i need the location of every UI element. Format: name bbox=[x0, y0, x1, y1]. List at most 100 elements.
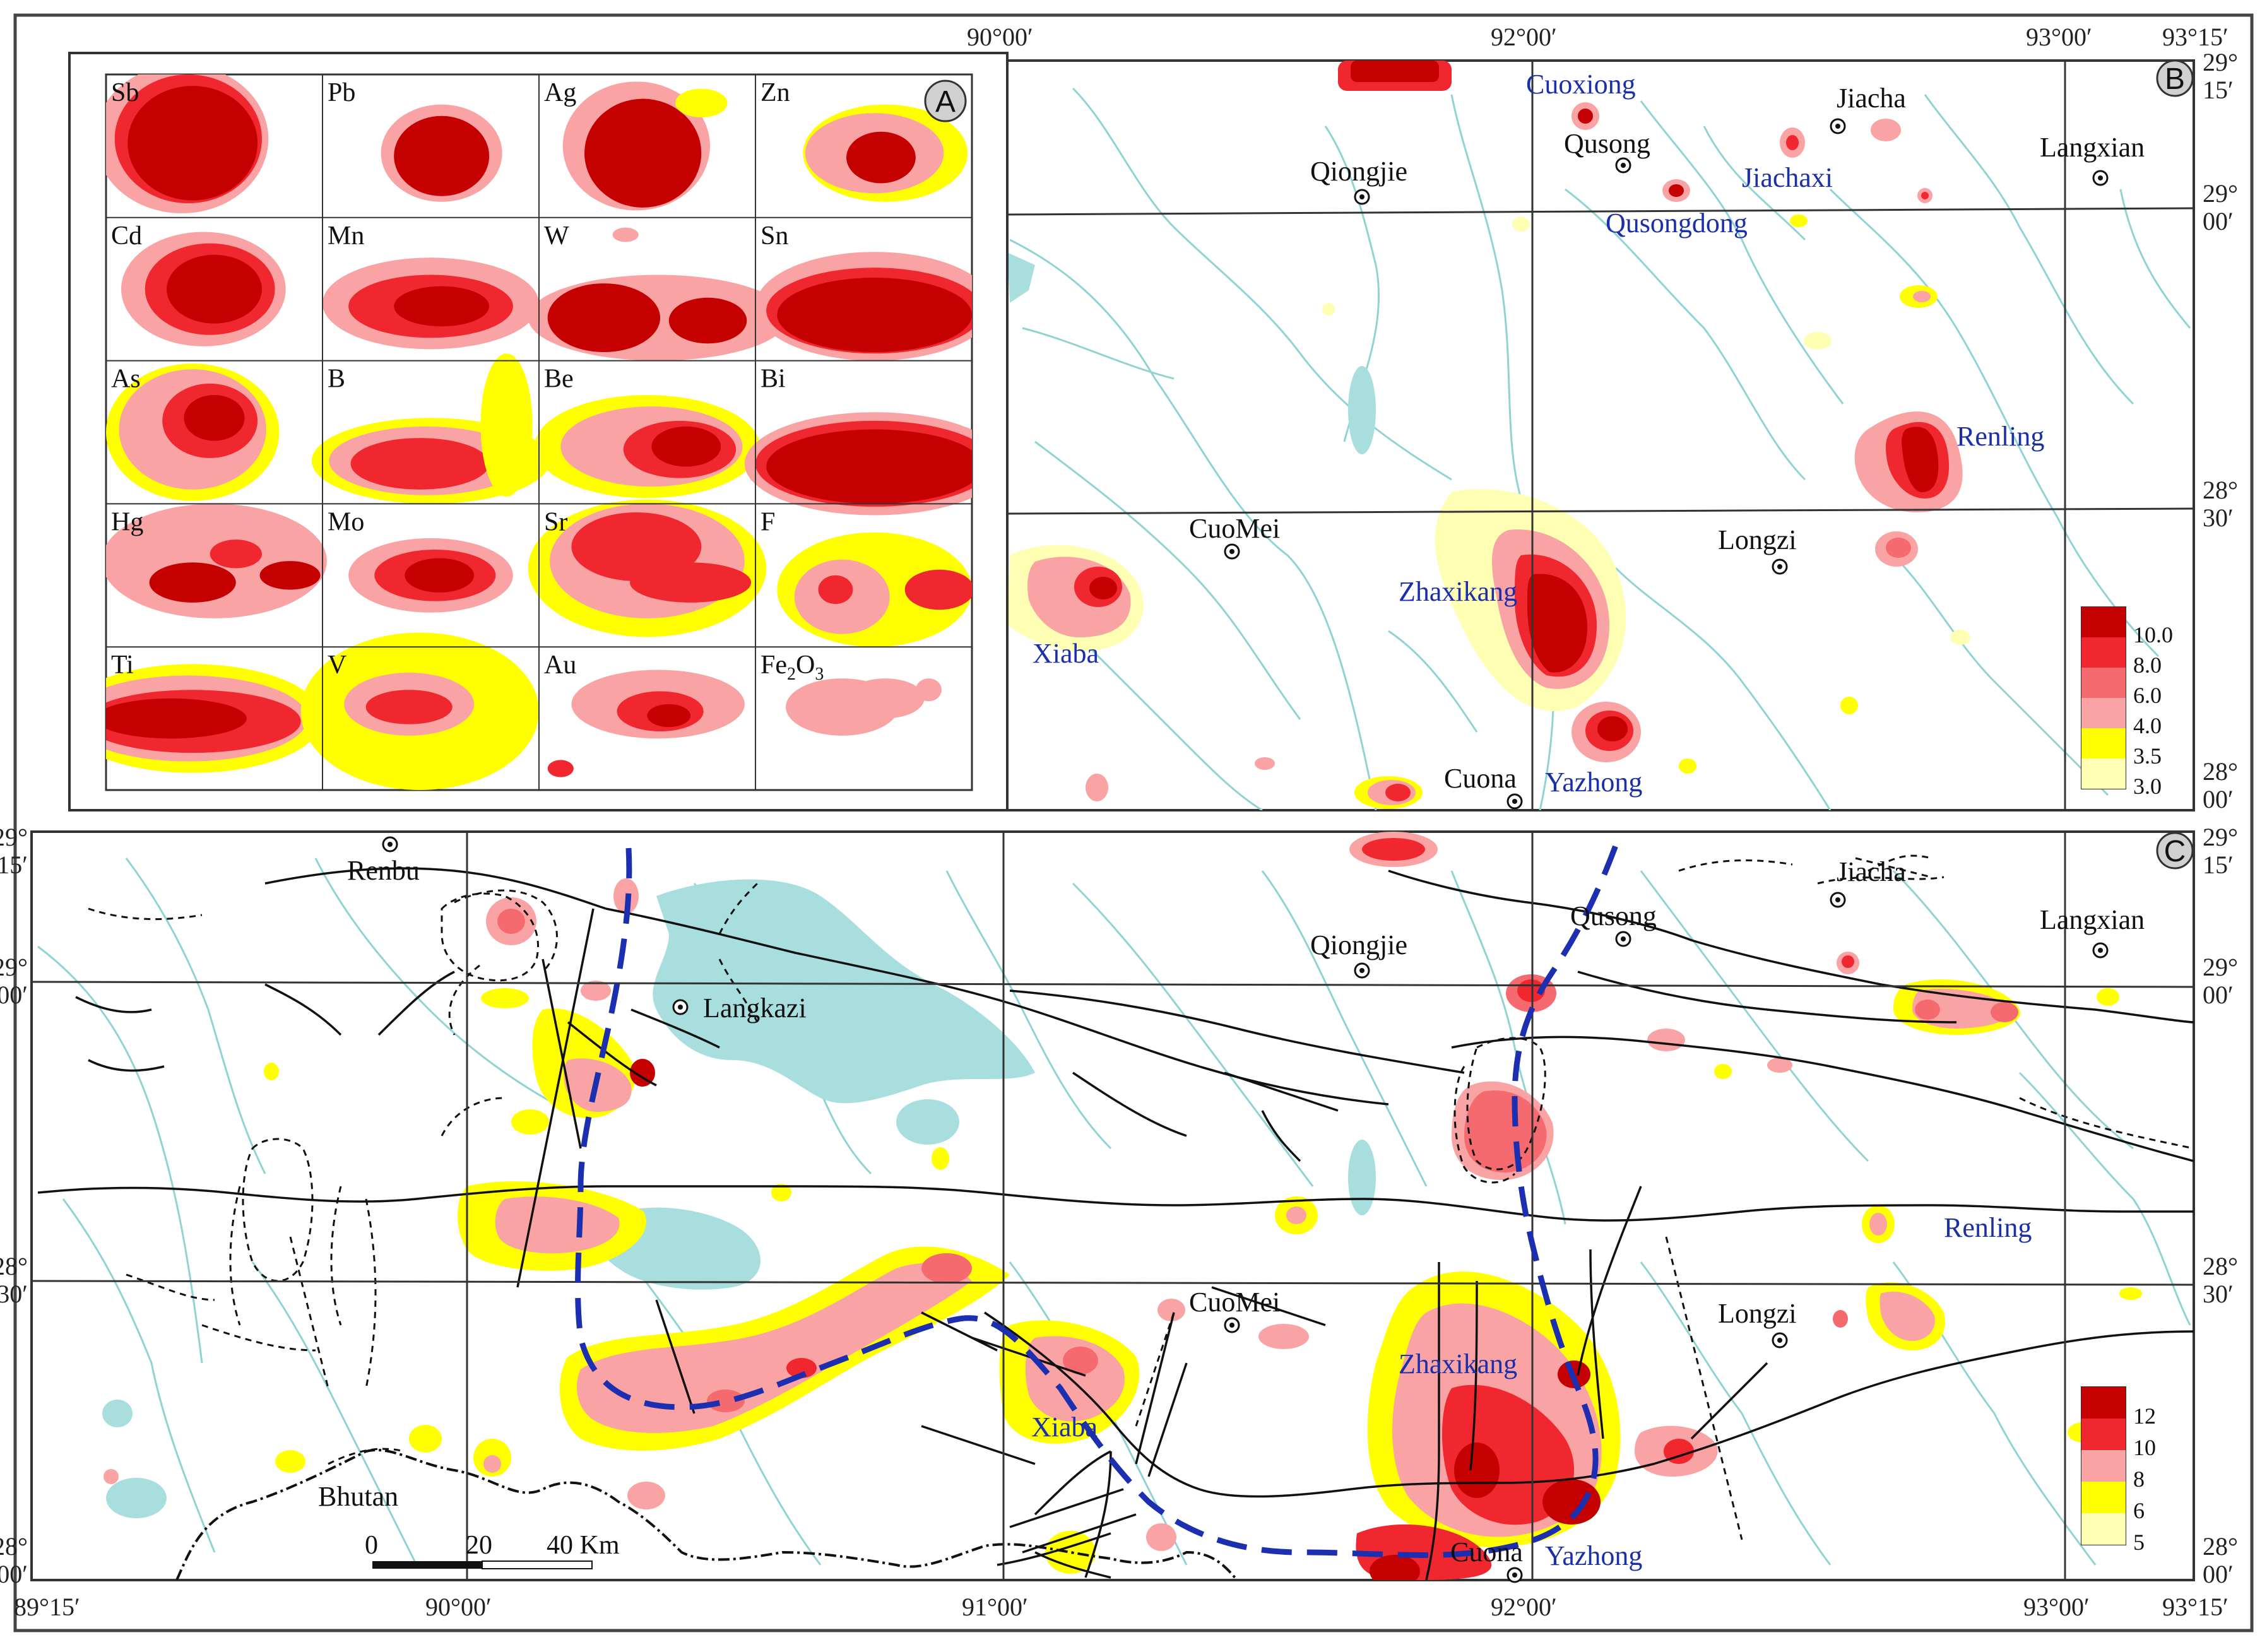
bottom-lon-8915: 89°15′ bbox=[14, 1593, 80, 1621]
element-map-grid: Sb Pb Ag Zn Cd Mn W Sn As B Be Bi Hg Mo Sr F Ti V Au Fe2O3 bbox=[106, 74, 972, 790]
anomaly-blob bbox=[846, 131, 916, 184]
legend-swatch bbox=[2081, 637, 2126, 668]
c-left-lat-2830-deg: 28° bbox=[0, 1252, 28, 1280]
c-left-lat-2900-min: 00′ bbox=[0, 981, 28, 1009]
legend-swatch bbox=[2081, 668, 2126, 698]
legend-swatch bbox=[2081, 758, 2126, 789]
town-marker bbox=[1772, 1332, 1788, 1348]
anomaly-blob bbox=[547, 283, 661, 352]
town-cuomei-label: CuoMei bbox=[1189, 1287, 1280, 1318]
top-lon-93: 93°00′ bbox=[2026, 23, 2092, 51]
element-cell-bi: Bi bbox=[744, 365, 972, 516]
element-label: W bbox=[544, 221, 569, 251]
panel-a-gridlines bbox=[106, 74, 972, 790]
element-cell-pb: Pb bbox=[328, 78, 502, 202]
c-right-lat-2915-min: 15′ bbox=[2203, 851, 2234, 879]
top-lon-9315: 93°15′ bbox=[2162, 23, 2229, 51]
c-right-lat-2800-deg: 28° bbox=[2203, 1532, 2238, 1561]
legend-swatch bbox=[2081, 607, 2126, 637]
anomaly-blob bbox=[480, 353, 533, 497]
element-label: Cd bbox=[111, 221, 142, 251]
bottom-lon-92: 92°00′ bbox=[1491, 1593, 1557, 1621]
element-label: Pb bbox=[328, 78, 355, 107]
c-left-lat-2915-deg: 29° bbox=[0, 823, 28, 851]
town-marker bbox=[1615, 931, 1631, 947]
element-label: Sn bbox=[761, 221, 788, 251]
map-c-faults bbox=[37, 867, 2194, 1580]
anomaly-blob bbox=[777, 278, 972, 352]
scale-zero: 0 bbox=[365, 1531, 378, 1560]
c-left-lat-2830-min: 30′ bbox=[0, 1280, 28, 1308]
legend-swatch bbox=[2081, 698, 2126, 728]
town-marker bbox=[2092, 170, 2109, 186]
town-marker bbox=[1506, 793, 1523, 810]
element-label: As bbox=[111, 365, 141, 394]
c-left-lat-2800-min: 00′ bbox=[0, 1560, 28, 1588]
legend-swatch bbox=[2081, 1482, 2126, 1513]
mineralization-belt bbox=[575, 844, 1619, 1558]
town-jiacha-label: Jiacha bbox=[1837, 83, 1906, 114]
anomaly-blob bbox=[350, 438, 490, 490]
c-left-lat-2800-deg: 28° bbox=[0, 1532, 28, 1561]
element-label: V bbox=[328, 651, 346, 680]
element-cell-f: F bbox=[761, 507, 972, 647]
anomaly-cuona-b bbox=[1086, 630, 1970, 809]
town-langxian-label: Langxian bbox=[2040, 132, 2145, 163]
element-cell-au: Au bbox=[544, 651, 745, 777]
map-b-rivers bbox=[1009, 87, 2191, 810]
town-marker bbox=[1830, 892, 1846, 908]
town-marker bbox=[2092, 942, 2109, 959]
element-cell-hg: Hg bbox=[106, 504, 327, 618]
anomaly-blob bbox=[365, 690, 453, 724]
element-cell-mn: Mn bbox=[323, 221, 539, 350]
element-cell-as: As bbox=[106, 363, 280, 501]
legend-value: 6.0 bbox=[2133, 683, 2162, 708]
anomaly-blob bbox=[547, 760, 574, 777]
anomaly-blob bbox=[818, 575, 853, 605]
c-right-lat-2900-deg: 29° bbox=[2203, 953, 2238, 981]
map-c-rivers bbox=[37, 858, 2191, 1566]
map-b-graticule bbox=[1007, 61, 2194, 810]
panel-a-badge: A bbox=[924, 80, 967, 122]
outer-frame bbox=[13, 13, 2254, 1632]
map-b-anomalies bbox=[1007, 61, 1970, 809]
town-marker bbox=[382, 836, 398, 853]
town-cuona-label: Cuona bbox=[1450, 1537, 1523, 1567]
c-right-lat-2830-min: 30′ bbox=[2203, 1280, 2234, 1308]
site-yazhong-label: Yazhong bbox=[1545, 767, 1642, 798]
town-marker bbox=[1615, 157, 1631, 174]
element-label: Hg bbox=[111, 507, 143, 536]
anomaly-blob bbox=[210, 540, 262, 569]
site-cuoxiong-label: Cuoxiong bbox=[1526, 69, 1636, 100]
town-marker bbox=[1830, 118, 1846, 134]
anomaly-xiaba-c bbox=[999, 1299, 1185, 1574]
element-label: F bbox=[761, 507, 775, 536]
anomaly-blob bbox=[184, 395, 245, 441]
anomaly-blob bbox=[846, 678, 925, 719]
town-longzi-label: Longzi bbox=[1718, 524, 1797, 555]
bottom-lon-90: 90°00′ bbox=[425, 1593, 492, 1621]
panel-c-badge: C bbox=[2156, 832, 2194, 870]
town-marker bbox=[1772, 558, 1788, 575]
element-cell-fe2o3: Fe2O3 bbox=[761, 651, 942, 736]
element-cell-sr: Sr bbox=[528, 499, 767, 637]
legend-value: 10.0 bbox=[2133, 622, 2173, 647]
b-lat-2830-min: 30′ bbox=[2203, 504, 2234, 532]
town-cuomei-label: CuoMei bbox=[1189, 513, 1280, 544]
town-qiongjie-label: Qiongjie bbox=[1310, 156, 1407, 187]
anomaly-xiaba-b bbox=[1007, 545, 1144, 651]
map-b-legend: 10.0 8.0 6.0 4.0 3.5 3.0 bbox=[2081, 606, 2173, 799]
town-jiacha-label: Jiacha bbox=[1837, 856, 1906, 887]
site-yazhong-label: Yazhong bbox=[1545, 1540, 1642, 1571]
town-marker bbox=[1224, 1317, 1240, 1333]
map-b-lake bbox=[1007, 252, 1035, 303]
element-cell-v: V bbox=[300, 632, 539, 790]
b-lat-2830-deg: 28° bbox=[2203, 476, 2238, 504]
element-cell-ag: Ag bbox=[544, 78, 728, 211]
panel-b-label: B bbox=[2165, 62, 2185, 96]
legend-swatch bbox=[2081, 1450, 2126, 1482]
axis-labels: 90°00′ 92°00′ 93°00′ 93°15′ 29° 15′ 29° … bbox=[0, 23, 2238, 1621]
bottom-lon-91: 91°00′ bbox=[962, 1593, 1028, 1621]
panel-c-label: C bbox=[2164, 835, 2186, 868]
